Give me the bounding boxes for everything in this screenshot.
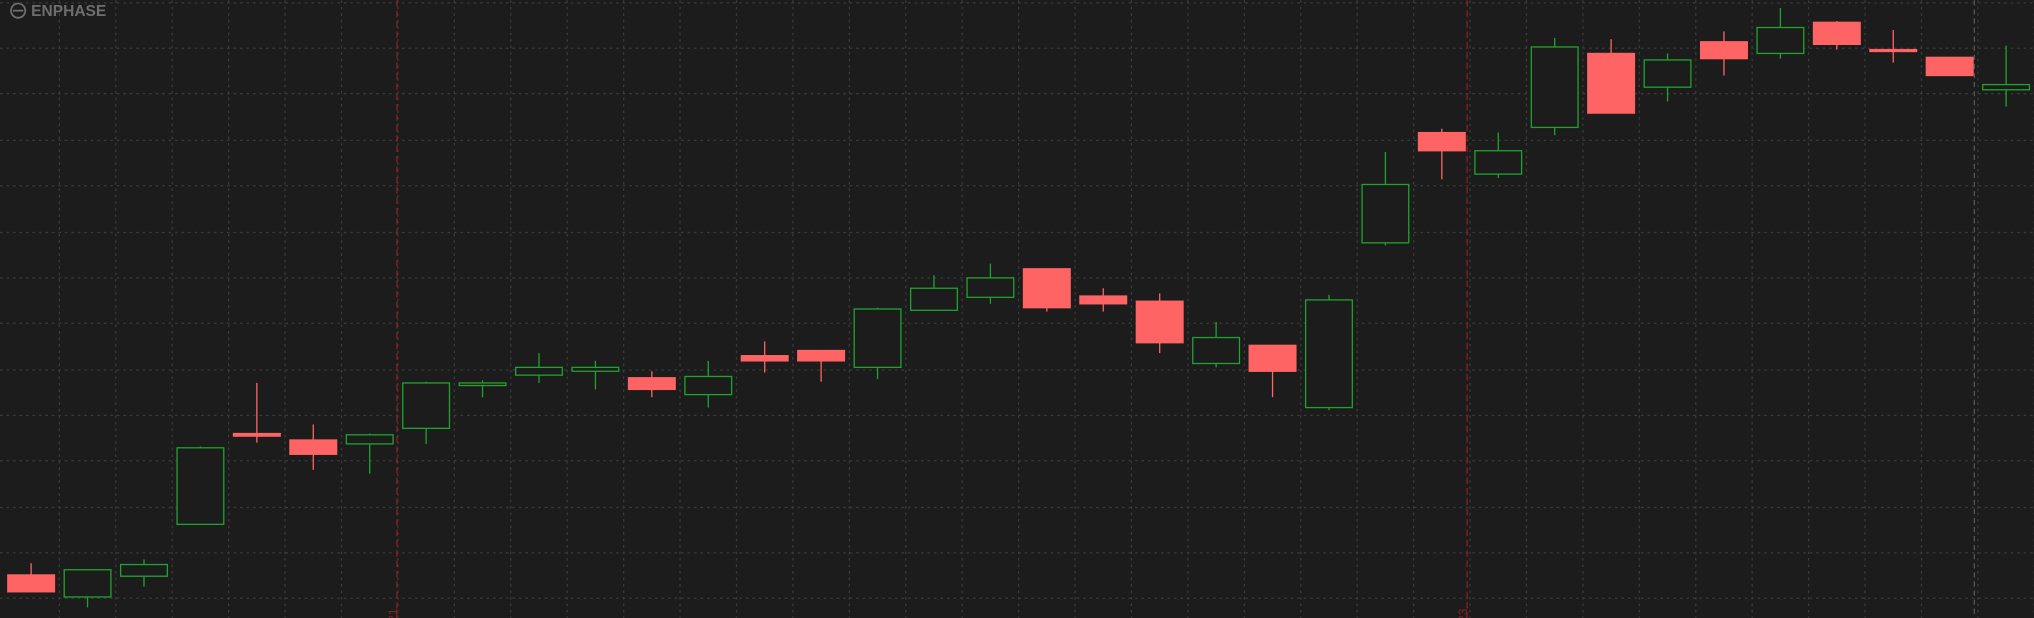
candle-body [1869,48,1918,53]
candle-body [1417,131,1466,152]
candle-body [1022,268,1071,309]
candle-body [119,563,168,577]
candle-body [571,366,620,372]
candle-body [402,382,451,429]
candle-body [1756,26,1805,55]
candle-body [1135,300,1184,344]
candle-body [1587,52,1636,114]
candle-body [684,375,733,396]
candle-body [1361,183,1410,244]
candle-body [853,308,902,369]
candle-body [909,287,958,311]
candle-body [345,434,394,445]
candle-body [63,569,112,598]
candle-body [1192,336,1241,365]
candle-body [232,432,281,437]
logo-icon [10,2,27,19]
candle-body [1982,83,2031,91]
candle-body [1699,41,1748,60]
candle-body [1079,295,1128,305]
candle-body [627,377,676,391]
candle-body [514,366,563,376]
chart-title: ENPHASE [31,3,106,20]
candle-body [966,277,1015,298]
candle-body [740,355,789,362]
candle-body [1248,344,1297,372]
candle-body [458,382,507,387]
vertical-grid [58,0,2034,618]
period-label: 21 [387,609,400,618]
period-label: 23 [1457,609,1470,618]
candle-body [289,439,338,455]
candle-body [1304,299,1353,409]
candle-body [797,349,846,362]
candle-body [1530,46,1579,129]
candle-body [1474,150,1523,175]
candle-body [176,447,225,525]
candle-body [1925,56,1974,77]
candle-body [1643,59,1692,88]
candle-body [1812,21,1861,46]
candle-body [7,574,56,593]
